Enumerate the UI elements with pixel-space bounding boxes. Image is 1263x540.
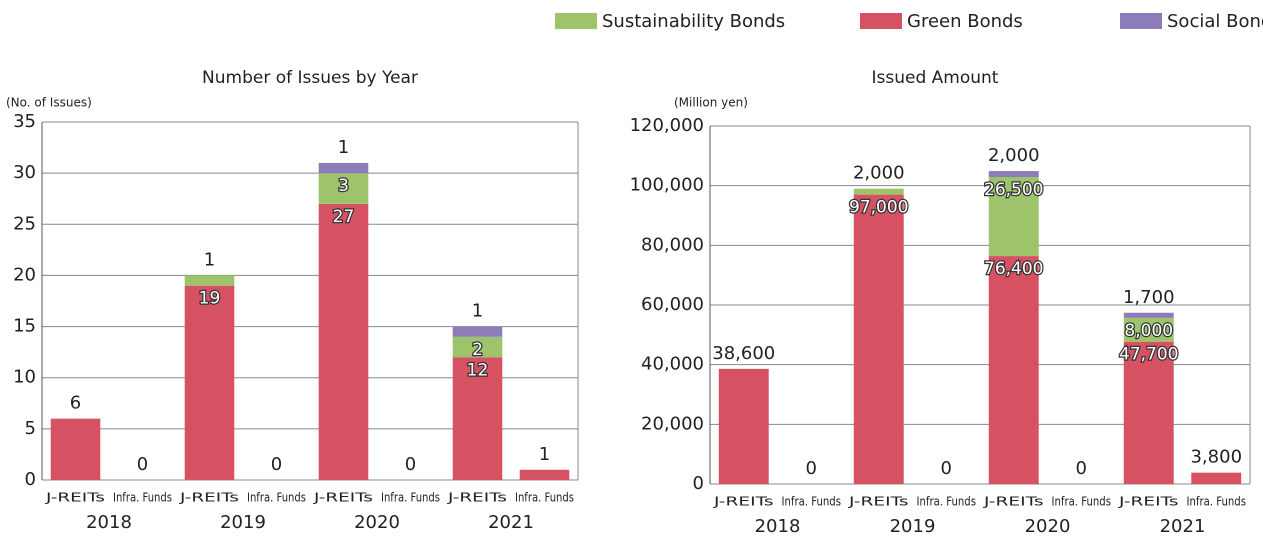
legend-swatch xyxy=(860,13,902,29)
value-label: 19 xyxy=(199,289,221,309)
legend-label: Sustainability Bonds xyxy=(602,11,785,32)
chart-title: Issued Amount xyxy=(872,68,999,88)
bar-segment xyxy=(184,285,235,480)
value-label: 1,700 xyxy=(1123,287,1175,308)
x-tick-label: Infra. Funds xyxy=(381,491,440,505)
value-label: 2 xyxy=(472,340,483,360)
x-tick-label: J-REITs xyxy=(847,495,908,509)
x-tick-label: J-REITs xyxy=(446,491,507,505)
value-label: 38,600 xyxy=(712,343,775,364)
legend-swatch xyxy=(1120,13,1162,29)
value-label: 12 xyxy=(467,360,489,380)
y-tick-label: 10 xyxy=(13,367,36,388)
value-label: 97,000 xyxy=(849,198,908,218)
value-label: 0 xyxy=(405,454,416,475)
value-label: 6 xyxy=(70,393,81,414)
value-label: 0 xyxy=(1076,458,1087,479)
x-tick-label: J-REITs xyxy=(178,491,239,505)
y-tick-label: 30 xyxy=(13,162,36,183)
y-tick-label: 0 xyxy=(25,469,36,490)
bar-segment xyxy=(988,171,1039,178)
bar-segment xyxy=(452,336,503,358)
x-tick-label: Infra. Funds xyxy=(113,491,172,505)
y-axis-label: (Million yen) xyxy=(674,96,748,110)
group-label: 2018 xyxy=(755,516,801,537)
value-label: 76,400 xyxy=(984,259,1043,279)
group-label: 2020 xyxy=(1025,516,1071,537)
x-tick-label: J-REITs xyxy=(44,491,105,505)
bar-segment xyxy=(853,194,904,484)
y-tick-label: 60,000 xyxy=(641,294,704,315)
y-tick-label: 20 xyxy=(13,264,36,285)
y-tick-label: 15 xyxy=(13,316,36,337)
value-label: 1 xyxy=(472,301,483,322)
x-tick-label: Infra. Funds xyxy=(917,495,977,509)
x-tick-label: Infra. Funds xyxy=(1187,495,1247,509)
group-label: 2021 xyxy=(488,512,534,533)
x-tick-label: J-REITs xyxy=(712,495,773,509)
x-tick-label: J-REITs xyxy=(982,495,1043,509)
bar-segment xyxy=(452,326,503,337)
group-label: 2019 xyxy=(220,512,266,533)
y-tick-label: 120,000 xyxy=(630,115,704,136)
bar-segment xyxy=(318,173,369,204)
x-tick-label: J-REITs xyxy=(312,491,373,505)
bar-segment xyxy=(318,162,369,174)
value-label: 0 xyxy=(806,458,817,479)
value-label: 0 xyxy=(941,458,952,479)
value-label: 2,000 xyxy=(853,163,905,184)
bar-segment xyxy=(988,256,1039,484)
x-tick-label: J-REITs xyxy=(1117,495,1178,509)
y-tick-label: 5 xyxy=(25,418,36,439)
bar-segment xyxy=(1191,472,1242,484)
value-label: 1 xyxy=(539,444,550,465)
bar-segment xyxy=(1123,341,1174,484)
bar-segment xyxy=(1123,317,1174,342)
y-tick-label: 25 xyxy=(13,213,36,234)
y-tick-label: 80,000 xyxy=(641,234,704,255)
x-tick-label: Infra. Funds xyxy=(1052,495,1112,509)
group-label: 2018 xyxy=(86,512,132,533)
bar-segment xyxy=(50,418,101,480)
legend-label: Social Bonds xyxy=(1167,11,1263,32)
value-label: 0 xyxy=(137,454,148,475)
y-tick-label: 0 xyxy=(693,473,704,494)
legend-label: Green Bonds xyxy=(907,11,1023,32)
value-label: 26,500 xyxy=(984,180,1043,200)
bar-segment xyxy=(988,177,1039,257)
value-label: 1 xyxy=(204,249,215,270)
value-label: 47,700 xyxy=(1119,345,1178,365)
value-label: 2,000 xyxy=(988,145,1040,166)
value-label: 0 xyxy=(271,454,282,475)
y-tick-label: 100,000 xyxy=(630,175,704,196)
value-label: 3,800 xyxy=(1190,447,1242,468)
bar-segment xyxy=(452,357,503,480)
group-label: 2020 xyxy=(354,512,400,533)
bar-segment xyxy=(184,275,235,286)
bar-segment xyxy=(519,469,570,480)
bar-segment xyxy=(718,368,769,484)
bar-segment xyxy=(853,188,904,195)
x-tick-label: Infra. Funds xyxy=(515,491,574,505)
group-label: 2021 xyxy=(1160,516,1206,537)
y-tick-label: 40,000 xyxy=(641,354,704,375)
value-label: 3 xyxy=(338,176,349,196)
legend-swatch xyxy=(555,13,597,29)
y-tick-label: 20,000 xyxy=(641,413,704,434)
bar-segment xyxy=(318,203,369,481)
value-label: 8,000 xyxy=(1124,321,1173,341)
value-label: 1 xyxy=(338,137,349,158)
y-axis-label: (No. of Issues) xyxy=(6,96,92,110)
y-tick-label: 35 xyxy=(13,111,36,132)
bar-segment xyxy=(1123,312,1174,318)
x-tick-label: Infra. Funds xyxy=(247,491,306,505)
x-tick-label: Infra. Funds xyxy=(782,495,842,509)
chart-title: Number of Issues by Year xyxy=(202,68,418,88)
value-label: 27 xyxy=(333,207,355,227)
group-label: 2019 xyxy=(890,516,936,537)
